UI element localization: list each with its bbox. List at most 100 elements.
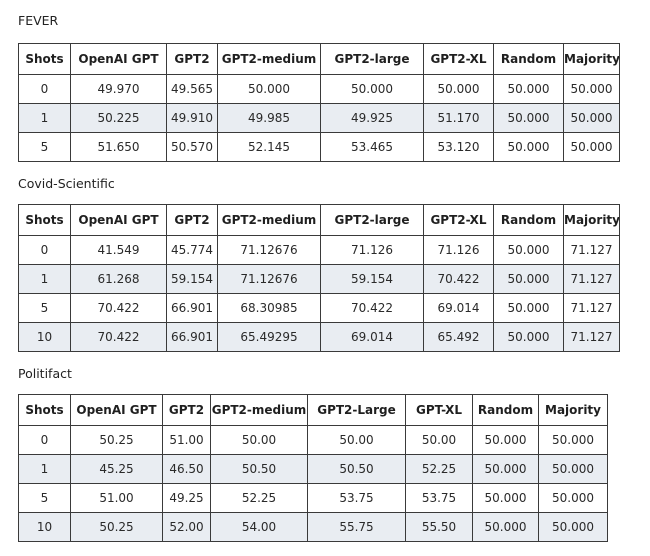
table-cell: 50.000 xyxy=(538,425,608,455)
column-header: Majority xyxy=(538,394,608,426)
column-header: Random xyxy=(493,43,564,75)
table-cell: 49.925 xyxy=(320,103,424,133)
table-cell: 66.901 xyxy=(166,293,218,323)
covid-scientific-section-title: Covid-Scientific xyxy=(18,176,115,191)
table-cell: 71.126 xyxy=(320,235,424,265)
table-cell: 41.549 xyxy=(70,235,167,265)
table-cell: 50.000 xyxy=(563,74,620,104)
table-cell: 51.170 xyxy=(423,103,494,133)
table-cell: 55.75 xyxy=(307,512,406,542)
table-cell: 50.000 xyxy=(472,512,539,542)
table-cell: 53.75 xyxy=(405,483,473,513)
table-cell: 53.120 xyxy=(423,132,494,162)
table-cell: 1 xyxy=(18,264,71,294)
table-cell: 52.145 xyxy=(217,132,321,162)
table-cell: 49.985 xyxy=(217,103,321,133)
column-header: GPT2-medium xyxy=(210,394,308,426)
table-row: 10 50.25 52.00 54.00 55.75 55.50 50.000 50.000 xyxy=(18,512,608,542)
table-cell: 50.570 xyxy=(166,132,218,162)
table-cell: 52.25 xyxy=(210,483,308,513)
column-header: GPT2-medium xyxy=(217,204,321,236)
table-cell: 50.000 xyxy=(563,132,620,162)
table-cell: 50.000 xyxy=(493,74,564,104)
table-cell: 70.422 xyxy=(320,293,424,323)
fever-section-title: FEVER xyxy=(18,13,59,28)
table-cell: 50.000 xyxy=(320,74,424,104)
table-cell: 49.565 xyxy=(166,74,218,104)
table-cell: 10 xyxy=(18,512,71,542)
column-header: Majority xyxy=(563,43,620,75)
table-cell: 68.30985 xyxy=(217,293,321,323)
table-row: 0 50.25 51.00 50.00 50.00 50.00 50.000 50.000 xyxy=(18,425,608,455)
table-cell: 71.127 xyxy=(563,293,620,323)
column-header: OpenAI GPT xyxy=(70,204,167,236)
table-row: 1 61.268 59.154 71.12676 59.154 70.422 50.000 7… xyxy=(18,264,620,294)
column-header: OpenAI GPT xyxy=(70,43,167,75)
table-cell: 50.00 xyxy=(210,425,308,455)
column-header: Majority xyxy=(563,204,620,236)
table-cell: 71.127 xyxy=(563,322,620,352)
table-cell: 50.00 xyxy=(307,425,406,455)
table-cell: 71.12676 xyxy=(217,264,321,294)
table-cell: 50.000 xyxy=(493,103,564,133)
column-header: Shots xyxy=(18,43,71,75)
table-cell: 49.25 xyxy=(162,483,211,513)
column-header: Shots xyxy=(18,394,71,426)
table-cell: 50.25 xyxy=(70,425,163,455)
table-cell: 50.000 xyxy=(563,103,620,133)
column-header: GPT2-XL xyxy=(423,204,494,236)
table-cell: 50.000 xyxy=(493,235,564,265)
table-row: 5 51.00 49.25 52.25 53.75 53.75 50.000 50.000 xyxy=(18,483,608,513)
table-cell: 50.000 xyxy=(493,322,564,352)
table-cell: 50.50 xyxy=(210,454,308,484)
column-header: Shots xyxy=(18,204,71,236)
table-cell: 55.50 xyxy=(405,512,473,542)
table-cell: 10 xyxy=(18,322,71,352)
column-header: GPT2-medium xyxy=(217,43,321,75)
table-cell: 65.492 xyxy=(423,322,494,352)
table-cell: 50.000 xyxy=(472,454,539,484)
table-cell: 50.000 xyxy=(493,132,564,162)
table-cell: 52.00 xyxy=(162,512,211,542)
table-cell: 45.25 xyxy=(70,454,163,484)
column-header: GPT2 xyxy=(162,394,211,426)
table-cell: 0 xyxy=(18,235,71,265)
header-row: Shots OpenAI GPT GPT2 GPT2-medium GPT2-Large… xyxy=(18,394,608,426)
table-row: 5 51.650 50.570 52.145 53.465 53.120 50.000 50.… xyxy=(18,132,620,162)
table-cell: 51.00 xyxy=(70,483,163,513)
header-row: Shots OpenAI GPT GPT2 GPT2-medium GPT2-large… xyxy=(18,43,620,75)
column-header: GPT2-large xyxy=(320,204,424,236)
table-cell: 70.422 xyxy=(423,264,494,294)
table-cell: 5 xyxy=(18,483,71,513)
table-cell: 45.774 xyxy=(166,235,218,265)
table-cell: 50.000 xyxy=(423,74,494,104)
table-cell: 0 xyxy=(18,74,71,104)
table-cell: 50.000 xyxy=(538,483,608,513)
column-header: Random xyxy=(493,204,564,236)
table-row: 5 70.422 66.901 68.30985 70.422 69.014 50.000 7… xyxy=(18,293,620,323)
column-header: GPT2-Large xyxy=(307,394,406,426)
table-cell: 59.154 xyxy=(166,264,218,294)
table-row: 10 70.422 66.901 65.49295 69.014 65.492 50.000… xyxy=(18,322,620,352)
table-cell: 50.000 xyxy=(538,512,608,542)
table-cell: 50.25 xyxy=(70,512,163,542)
table-cell: 50.50 xyxy=(307,454,406,484)
table-cell: 71.12676 xyxy=(217,235,321,265)
table-cell: 51.650 xyxy=(70,132,167,162)
table-cell: 50.000 xyxy=(493,293,564,323)
fever-results-table: Shots OpenAI GPT GPT2 GPT2-medium GPT2-large… xyxy=(18,43,620,162)
table-cell: 69.014 xyxy=(320,322,424,352)
table-cell: 46.50 xyxy=(162,454,211,484)
table-cell: 5 xyxy=(18,293,71,323)
table-row: 1 50.225 49.910 49.985 49.925 51.170 50.000 50.… xyxy=(18,103,620,133)
table-cell: 69.014 xyxy=(423,293,494,323)
table-cell: 49.910 xyxy=(166,103,218,133)
politifact-results-table: Shots OpenAI GPT GPT2 GPT2-medium GPT2-Large… xyxy=(18,394,608,542)
table-cell: 1 xyxy=(18,103,71,133)
table-cell: 53.465 xyxy=(320,132,424,162)
table-cell: 50.00 xyxy=(405,425,473,455)
table-cell: 50.000 xyxy=(538,454,608,484)
table-cell: 66.901 xyxy=(166,322,218,352)
table-cell: 50.000 xyxy=(493,264,564,294)
table-cell: 49.970 xyxy=(70,74,167,104)
